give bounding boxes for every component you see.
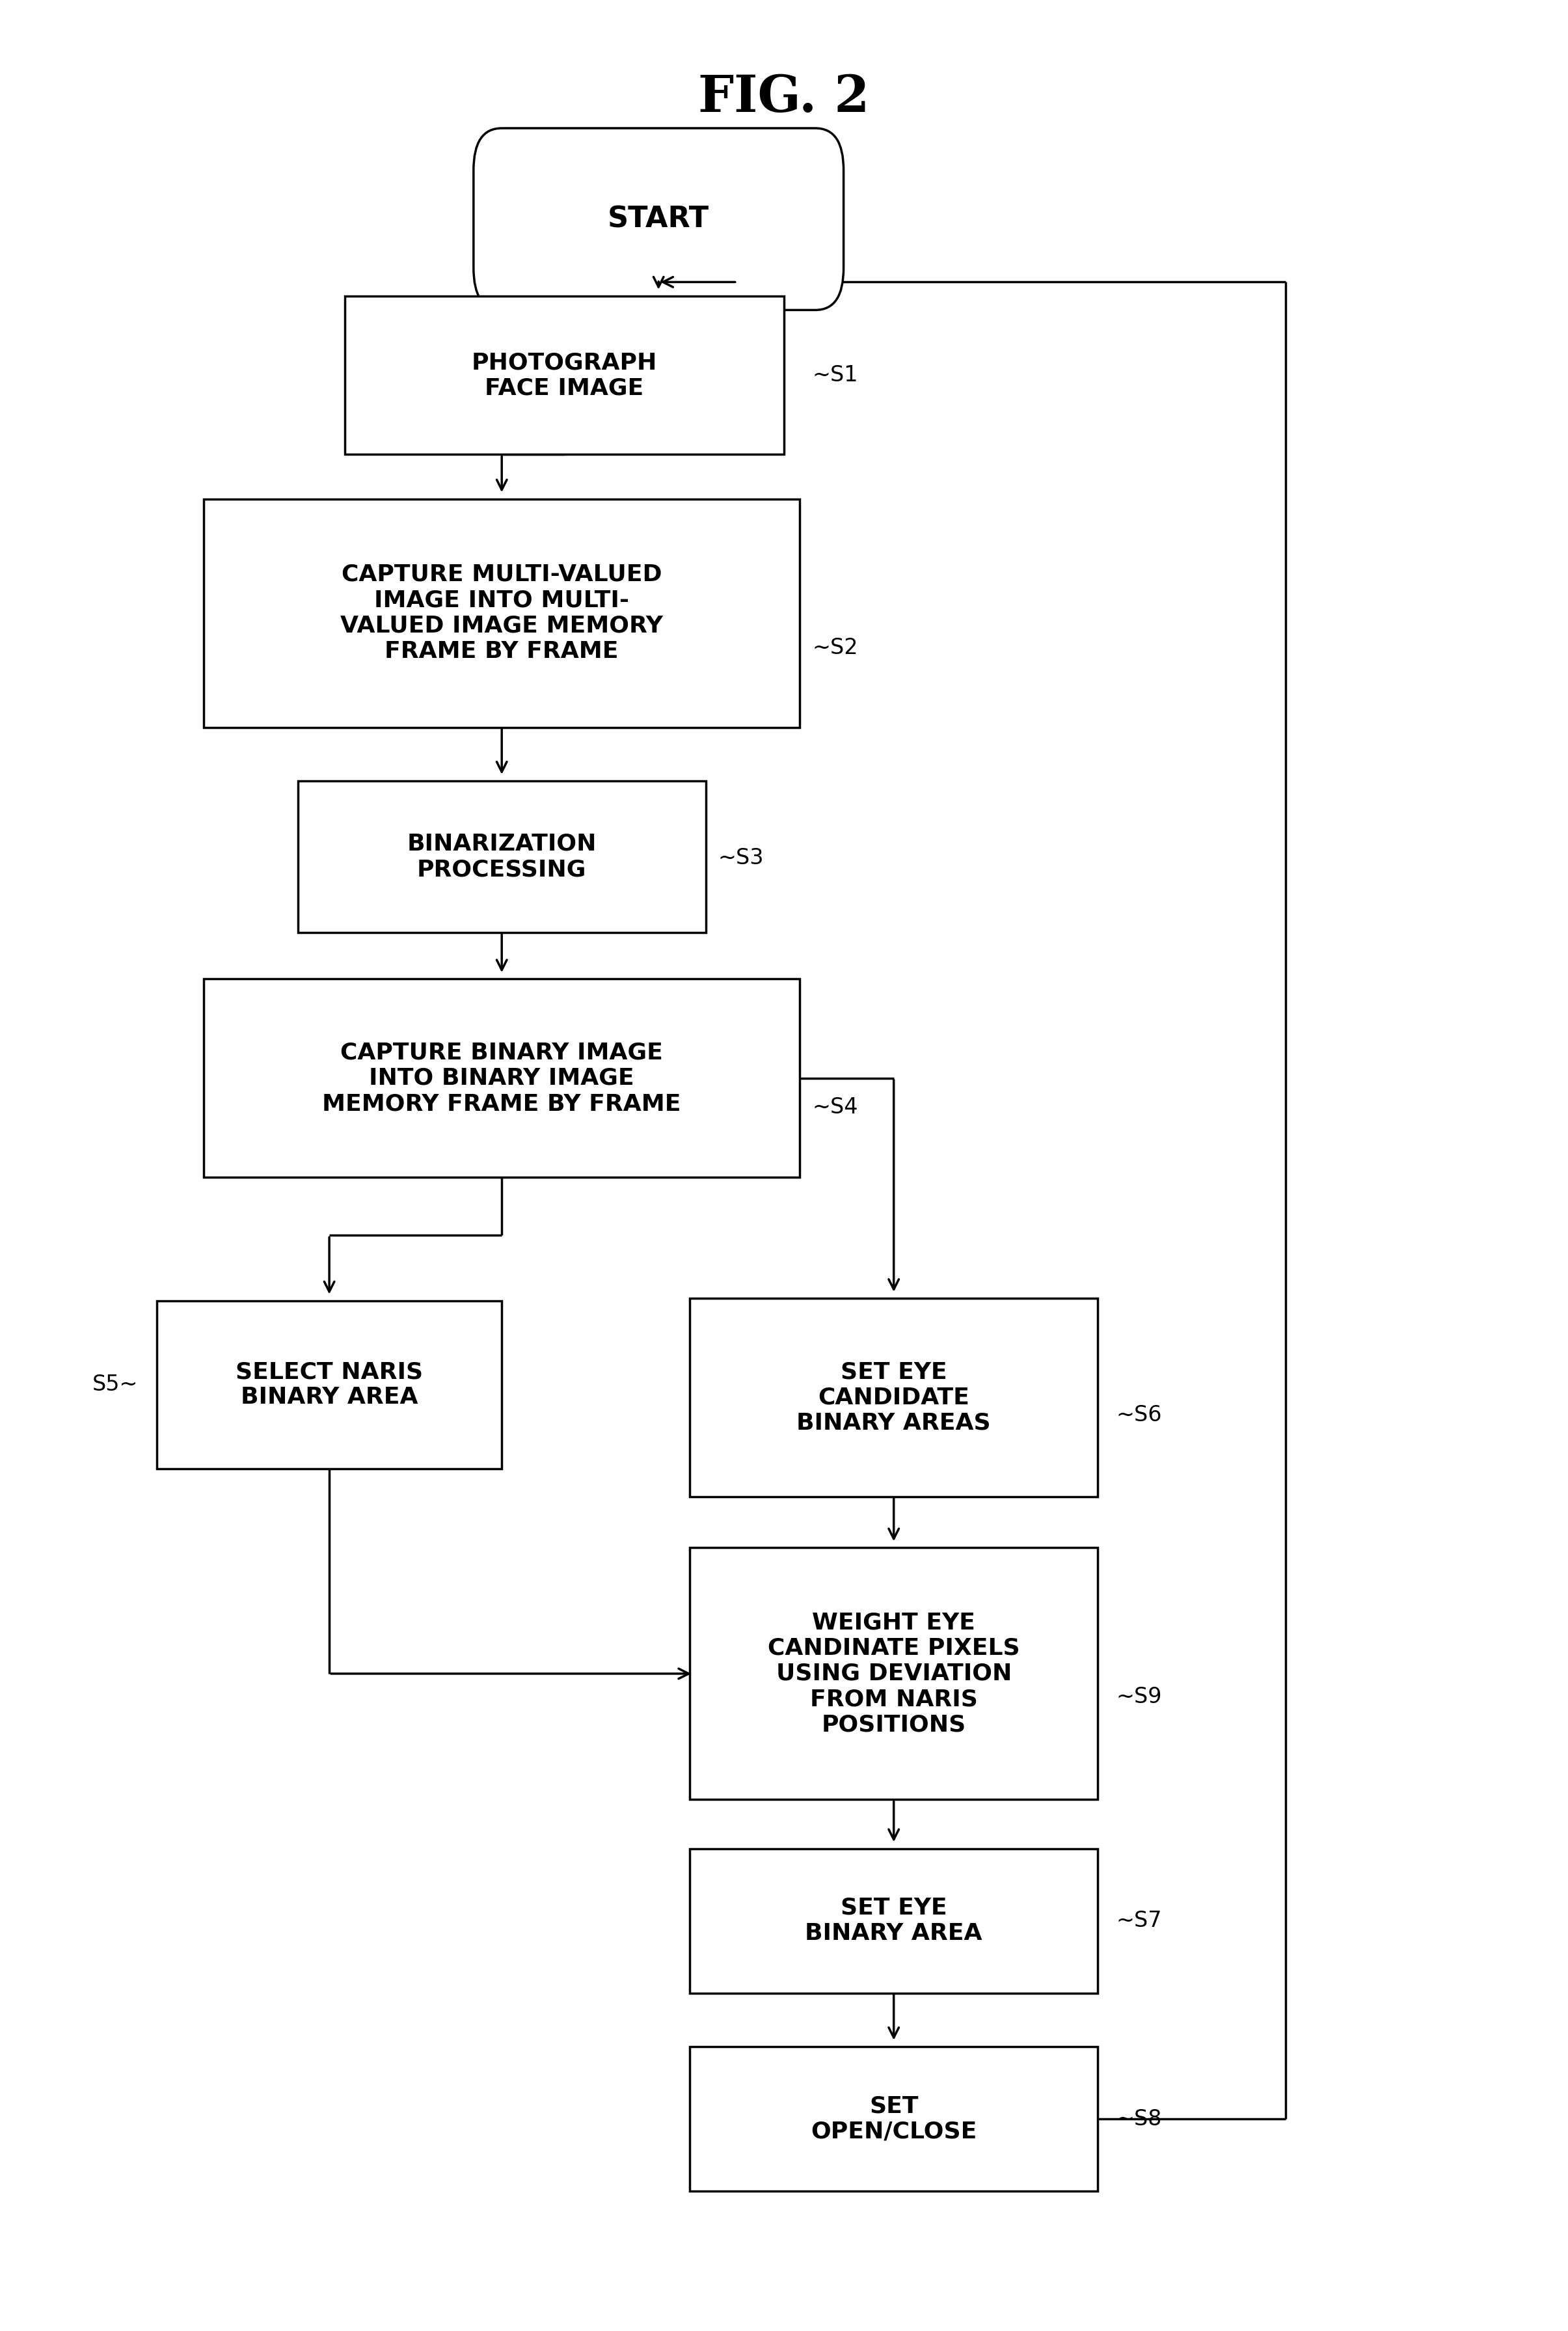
Text: ∼S6: ∼S6 [1116,1403,1162,1427]
Text: PHOTOGRAPH
FACE IMAGE: PHOTOGRAPH FACE IMAGE [472,352,657,399]
FancyBboxPatch shape [474,128,844,310]
Text: ∼S9: ∼S9 [1116,1685,1162,1709]
Text: ∼S7: ∼S7 [1116,1909,1162,1932]
Text: ∼S1: ∼S1 [812,364,858,387]
Text: SET EYE
CANDIDATE
BINARY AREAS: SET EYE CANDIDATE BINARY AREAS [797,1361,991,1434]
Text: CAPTURE MULTI-VALUED
IMAGE INTO MULTI-
VALUED IMAGE MEMORY
FRAME BY FRAME: CAPTURE MULTI-VALUED IMAGE INTO MULTI- V… [340,564,663,662]
Text: CAPTURE BINARY IMAGE
INTO BINARY IMAGE
MEMORY FRAME BY FRAME: CAPTURE BINARY IMAGE INTO BINARY IMAGE M… [323,1042,681,1114]
FancyBboxPatch shape [690,1848,1098,1993]
Text: ∼S3: ∼S3 [718,846,764,869]
Text: SET EYE
BINARY AREA: SET EYE BINARY AREA [804,1897,983,1944]
Text: BINARIZATION
PROCESSING: BINARIZATION PROCESSING [408,832,596,881]
FancyBboxPatch shape [690,1548,1098,1800]
Text: ∼S4: ∼S4 [812,1096,858,1119]
Text: WEIGHT EYE
CANDINATE PIXELS
USING DEVIATION
FROM NARIS
POSITIONS: WEIGHT EYE CANDINATE PIXELS USING DEVIAT… [768,1611,1019,1737]
FancyBboxPatch shape [157,1301,502,1469]
FancyBboxPatch shape [690,1298,1098,1497]
Text: FIG. 2: FIG. 2 [698,72,870,124]
FancyBboxPatch shape [298,781,706,932]
Text: ∼S2: ∼S2 [812,636,858,660]
Text: SELECT NARIS
BINARY AREA: SELECT NARIS BINARY AREA [235,1361,423,1408]
FancyBboxPatch shape [345,296,784,455]
FancyBboxPatch shape [690,2047,1098,2191]
Text: SET
OPEN/CLOSE: SET OPEN/CLOSE [811,2096,977,2142]
Text: S5∼: S5∼ [93,1373,138,1396]
FancyBboxPatch shape [204,979,800,1177]
FancyBboxPatch shape [204,499,800,727]
Text: ∼S8: ∼S8 [1116,2107,1162,2131]
Text: START: START [608,205,709,233]
